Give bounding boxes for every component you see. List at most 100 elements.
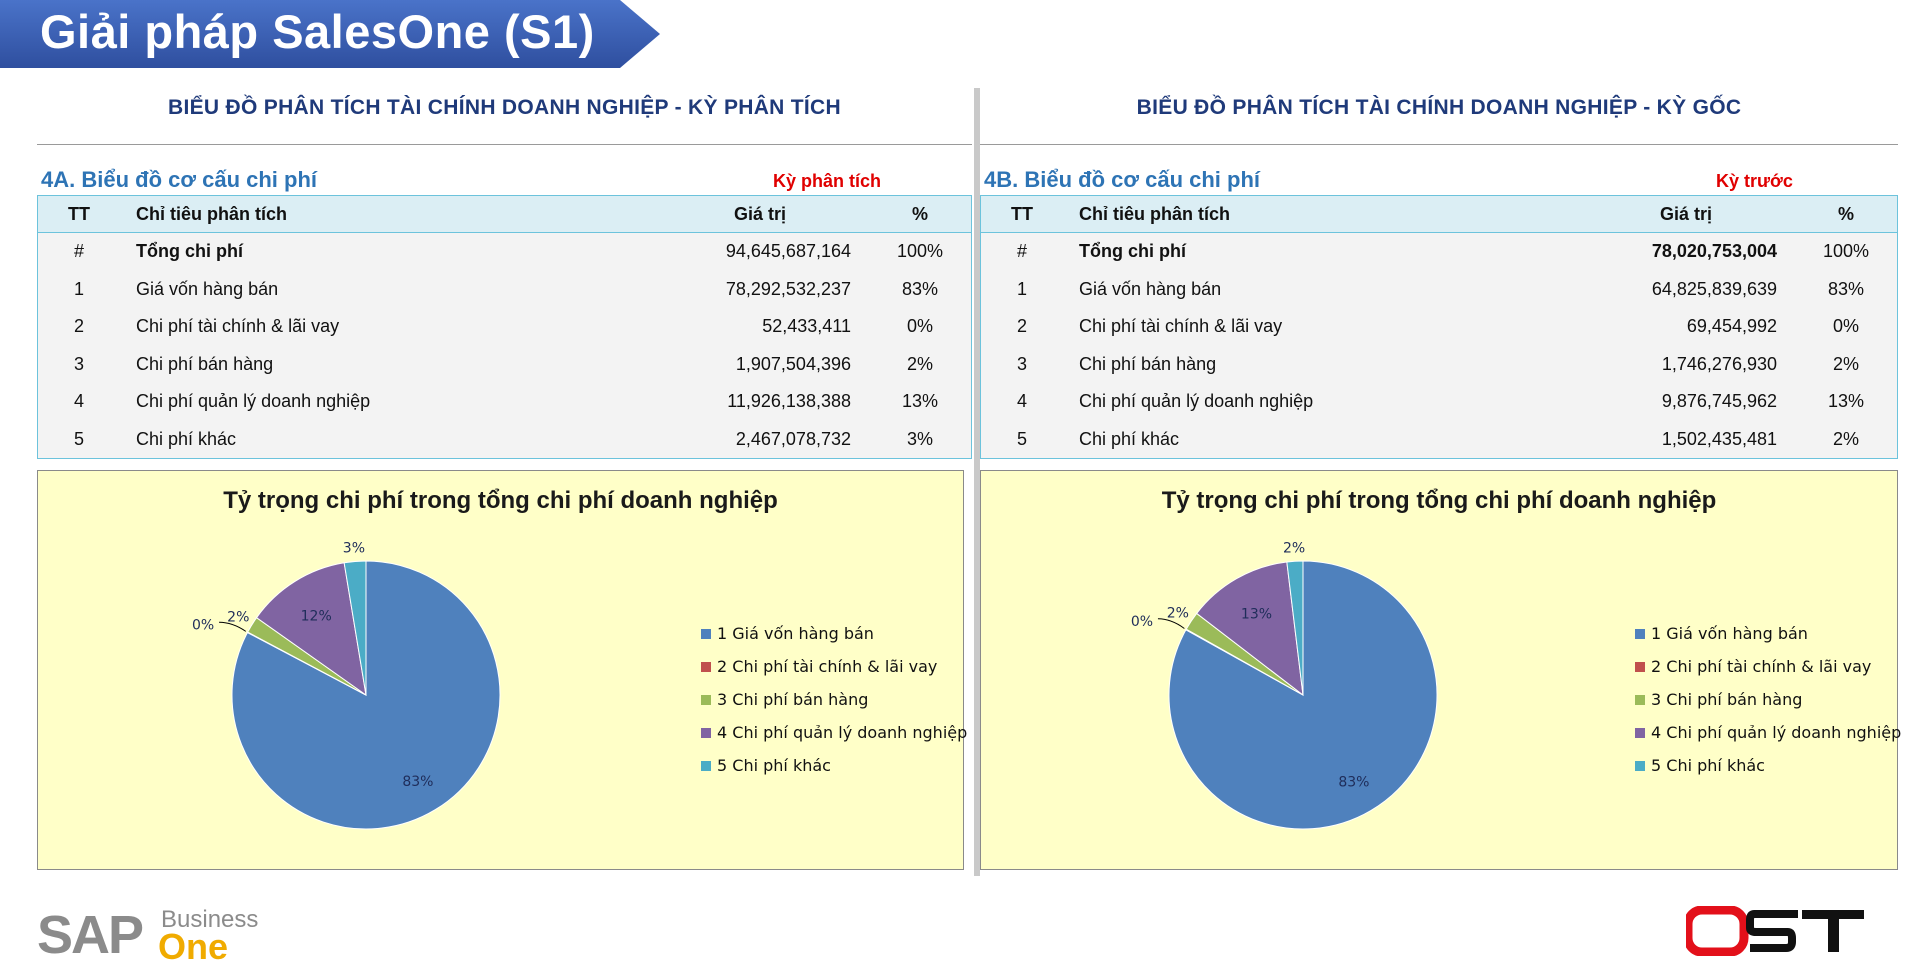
legend-swatch	[701, 760, 711, 771]
cell-tt: 2	[1016, 316, 1027, 337]
banner-shape	[0, 0, 660, 68]
legend-item: 4 Chi phí quản lý doanh nghiệp	[1635, 716, 1901, 749]
ost-logo-mark	[1683, 905, 1864, 957]
cell-name: Chi phí khác	[136, 428, 237, 449]
column-header-pct: %	[869, 195, 972, 233]
pie-data-label-5: 3%	[343, 540, 365, 556]
section-title: 4B. Biểu đồ cơ cấu chi phí	[984, 167, 1261, 192]
column-header-name: Chỉ tiêu phân tích	[1063, 195, 1576, 233]
cell-value: 78,020,753,004	[1651, 241, 1777, 262]
cell-name: Chi phí quản lý doanh nghiệp	[1079, 391, 1314, 412]
table-header-row: TT Chỉ tiêu phân tích Giá trị %	[37, 195, 972, 233]
pie-slice-5	[1286, 560, 1304, 696]
cell-pct: 100%	[1822, 241, 1870, 262]
panel-header: BIỂU ĐỒ PHÂN TÍCH TÀI CHÍNH DOANH NGHIỆP…	[37, 88, 972, 145]
legend-swatch	[701, 694, 711, 705]
cell-pct: 83%	[901, 278, 939, 299]
cell-pct: 83%	[1827, 278, 1865, 299]
legend-swatch	[1635, 628, 1645, 639]
cell-value: 1,746,276,930	[1661, 353, 1777, 374]
section-row: 4B. Biểu đồ cơ cấu chi phí Kỳ trước	[980, 159, 1898, 195]
cell-value: 11,926,138,388	[727, 391, 851, 412]
column-header-name: Chỉ tiêu phân tích	[120, 195, 650, 233]
cell-pct: 100%	[896, 241, 944, 262]
legend-label: 1 Giá vốn hàng bán	[1651, 624, 1808, 643]
legend-item: 5 Chi phí khác	[701, 749, 967, 782]
panel-divider	[974, 88, 980, 876]
legend-swatch	[1635, 694, 1645, 705]
legend-label: 1 Giá vốn hàng bán	[717, 624, 874, 643]
legend-swatch	[701, 628, 711, 639]
cell-pct: 13%	[1827, 391, 1865, 412]
legend-label: 4 Chi phí quản lý doanh nghiệp	[717, 723, 968, 742]
chart-title: Tỷ trọng chi phí trong tổng chi phí doan…	[223, 487, 778, 514]
period-label: Kỳ phân tích	[773, 171, 882, 191]
cell-name: Chi phí bán hàng	[136, 353, 274, 374]
cell-tt: 5	[1016, 428, 1027, 449]
cell-pct: 2%	[1832, 428, 1859, 449]
table-row: 1 Giá vốn hàng bán 64,825,839,639 83%	[980, 270, 1898, 308]
legend-label: 5 Chi phí khác	[717, 756, 831, 775]
cell-name: Chi phí khác	[1079, 428, 1180, 449]
cell-name: Giá vốn hàng bán	[136, 278, 279, 299]
cell-tt: 1	[1016, 278, 1027, 299]
cell-name: Chi phí tài chính & lãi vay	[136, 316, 340, 337]
column-header-tt: TT	[980, 195, 1063, 233]
chart-legend: 1 Giá vốn hàng bán 2 Chi phí tài chính &…	[701, 617, 967, 782]
cell-value: 9,876,745,962	[1661, 391, 1777, 412]
cell-value: 1,907,504,396	[735, 353, 851, 374]
cell-tt: 4	[73, 391, 84, 412]
pie-svg: 83% 0% 2% 13% 2%	[1131, 540, 1438, 830]
legend-swatch	[1635, 727, 1645, 738]
table-row: 2 Chi phí tài chính & lãi vay 69,454,992…	[980, 308, 1898, 346]
legend-swatch	[1635, 760, 1645, 771]
pie-data-label-3: 2%	[1167, 605, 1189, 621]
legend-swatch	[1635, 661, 1645, 672]
pie-leader-line	[1157, 618, 1185, 629]
pie-data-label-1: 83%	[402, 774, 433, 790]
cell-name: Tổng chi phí	[1079, 241, 1186, 262]
pie-data-label-5: 2%	[1283, 540, 1305, 556]
pie-data-label-3: 2%	[227, 609, 249, 625]
column-header-tt: TT	[37, 195, 120, 233]
pie-chart-analysis-period: Tỷ trọng chi phí trong tổng chi phí doan…	[37, 470, 967, 870]
cell-pct: 3%	[906, 428, 933, 449]
cell-tt: 4	[1016, 391, 1027, 412]
section-row: 4A. Biểu đồ cơ cấu chi phí Kỳ phân tích	[37, 159, 972, 195]
cell-tt: #	[1016, 241, 1027, 262]
column-header-value: Giá trị	[1576, 195, 1795, 233]
table-row: 4 Chi phí quản lý doanh nghiệp 9,876,745…	[980, 383, 1898, 421]
table-row: # Tổng chi phí 94,645,687,164 100%	[37, 232, 972, 271]
pie-chart-base-period: Tỷ trọng chi phí trong tổng chi phí doan…	[980, 470, 1901, 870]
cell-value: 64,825,839,639	[1651, 278, 1777, 299]
ost-logo	[1683, 905, 1866, 957]
pie-slice-5	[343, 560, 367, 696]
period-label: Kỳ trước	[1716, 171, 1793, 191]
cell-pct: 13%	[901, 391, 939, 412]
legend-item: 4 Chi phí quản lý doanh nghiệp	[701, 716, 967, 749]
legend-item: 5 Chi phí khác	[1635, 749, 1901, 782]
pie-data-label-1: 83%	[1338, 775, 1369, 791]
legend-label: 4 Chi phí quản lý doanh nghiệp	[1651, 723, 1902, 742]
pie-slice-4	[1195, 561, 1304, 697]
table-row: # Tổng chi phí 78,020,753,004 100%	[980, 232, 1898, 271]
legend-label: 3 Chi phí bán hàng	[717, 690, 869, 709]
cell-pct: 2%	[1832, 353, 1859, 374]
cell-tt: #	[73, 241, 84, 262]
legend-item: 2 Chi phí tài chính & lãi vay	[1635, 650, 1901, 683]
cell-name: Tổng chi phí	[136, 241, 243, 262]
column-header-pct: %	[1795, 195, 1898, 233]
cell-value: 1,502,435,481	[1661, 428, 1777, 449]
cell-pct: 0%	[906, 316, 933, 337]
table-row: 2 Chi phí tài chính & lãi vay 52,433,411…	[37, 308, 972, 346]
cell-pct: 0%	[1832, 316, 1859, 337]
cell-value: 69,454,992	[1686, 316, 1777, 337]
cell-value: 52,433,411	[762, 316, 851, 337]
legend-item: 2 Chi phí tài chính & lãi vay	[701, 650, 967, 683]
sap-logo-word: SAP	[37, 905, 144, 965]
table-row: 3 Chi phí bán hàng 1,907,504,396 2%	[37, 345, 972, 383]
cell-name: Chi phí bán hàng	[1079, 353, 1217, 374]
legend-item: 3 Chi phí bán hàng	[1635, 683, 1901, 716]
cell-tt: 5	[73, 428, 84, 449]
cell-name: Giá vốn hàng bán	[1079, 278, 1222, 299]
